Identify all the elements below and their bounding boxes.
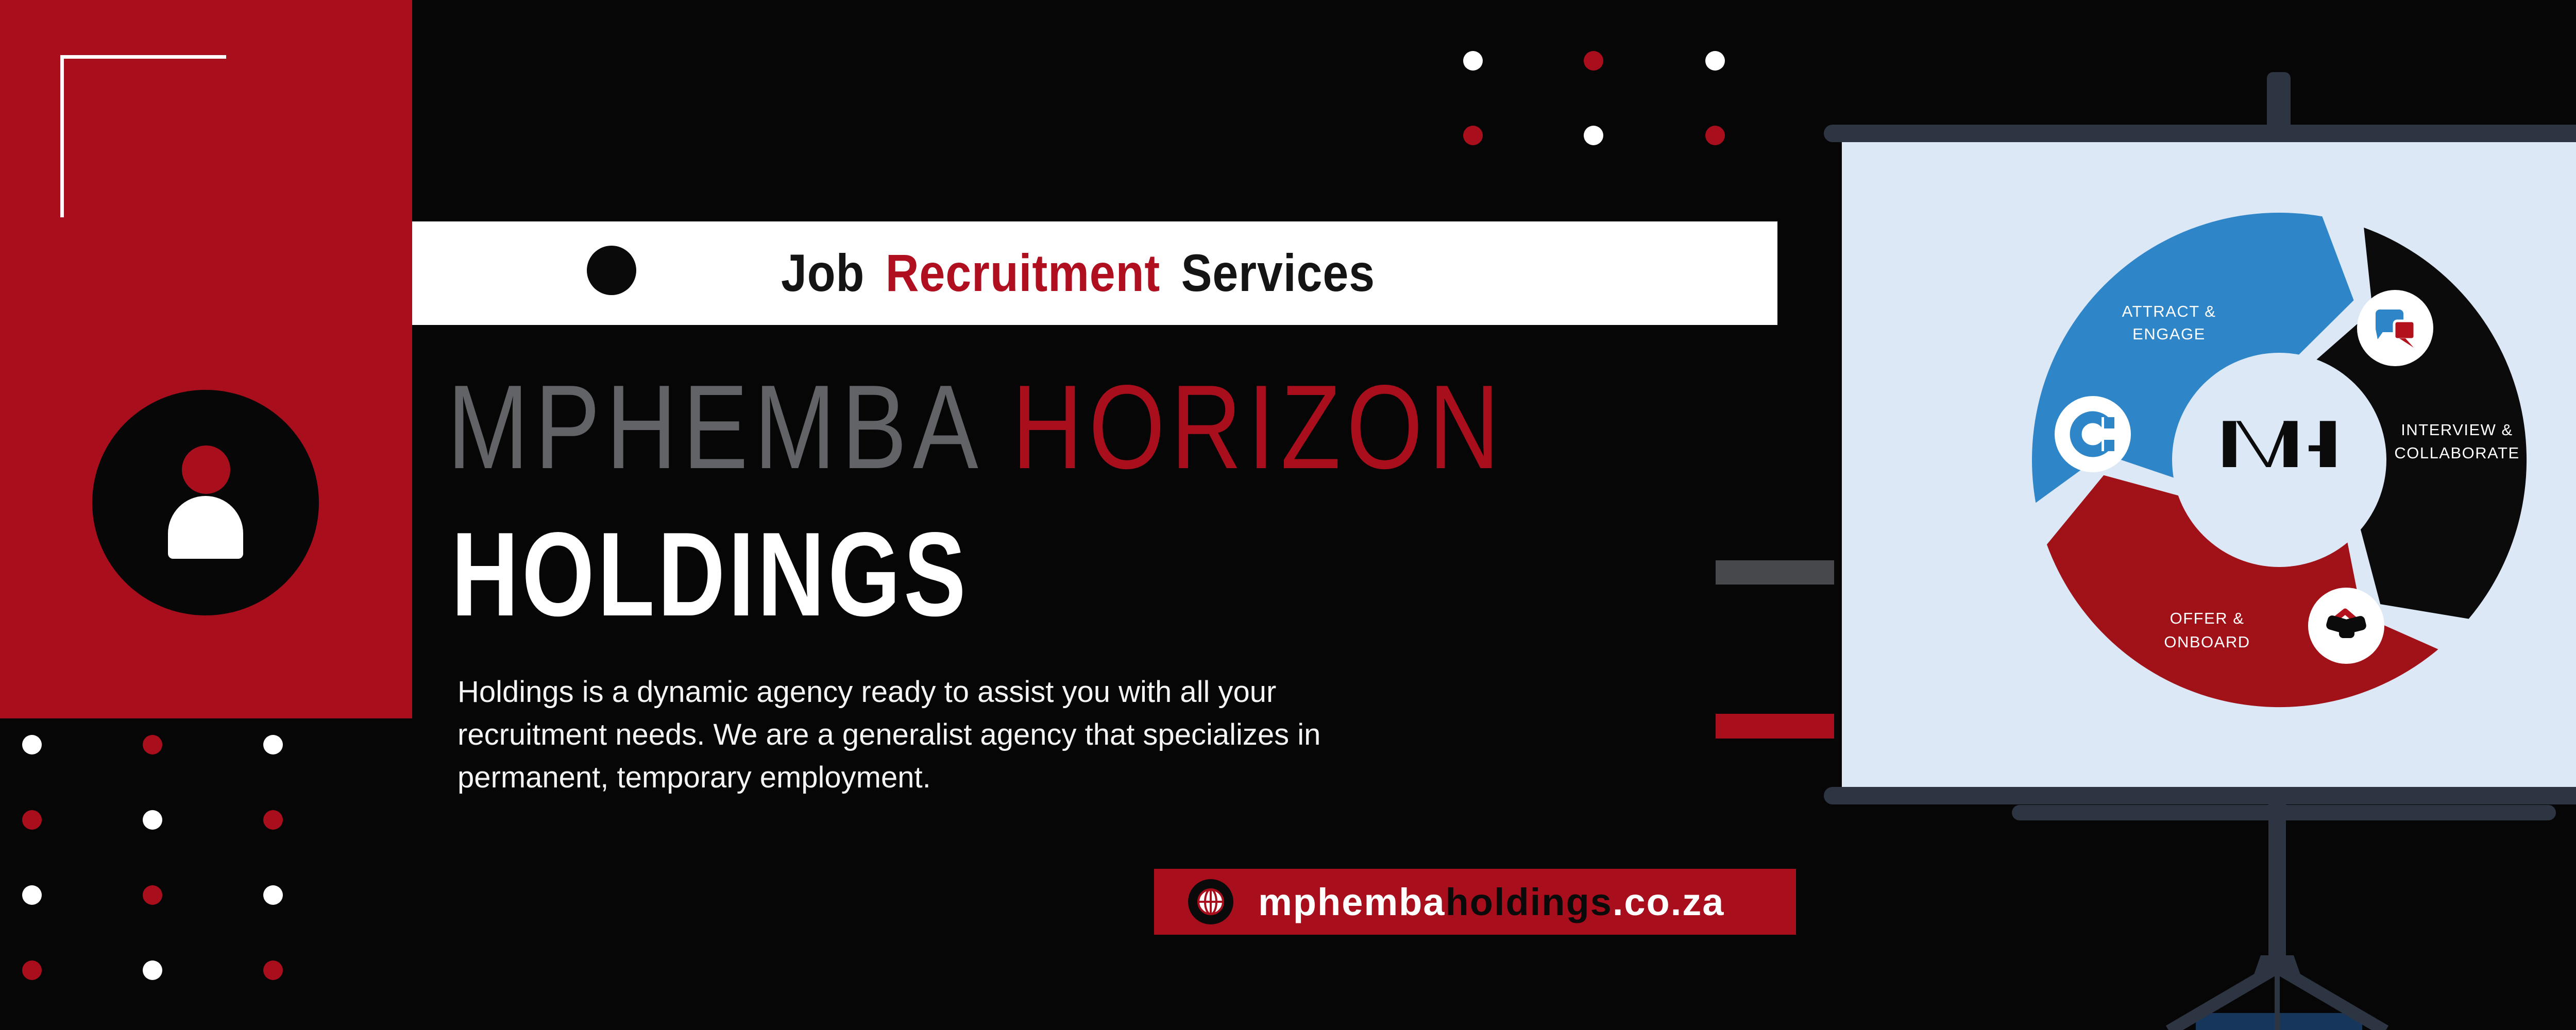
company-description: Holdings is a dynamic agency ready to as… <box>457 671 1320 799</box>
tagline-banner: Job Recruitment Services <box>412 221 1777 325</box>
segment-label: ENGAGE <box>2132 325 2206 343</box>
description-line: Holdings is a dynamic agency ready to as… <box>457 675 1277 709</box>
easel-knob <box>2267 72 2291 129</box>
segment-label: OFFER & <box>2170 609 2245 627</box>
title-word-holdings: HOLDINGS <box>451 508 970 641</box>
tagline-word: Services <box>1181 244 1375 302</box>
red-side-panel <box>0 0 412 718</box>
title-word-mphemba: MPHEMBA <box>447 360 985 494</box>
decor-dash <box>1716 714 1834 739</box>
easel-top-bar <box>1824 125 2576 142</box>
magnet-icon <box>2055 396 2131 472</box>
easel-bottom-bar <box>1824 787 2576 804</box>
handshake-icon <box>2308 588 2384 664</box>
url-part: mphemba <box>1258 880 1446 923</box>
tagline-word: Job <box>781 244 865 302</box>
corner-bracket-line <box>60 55 226 59</box>
chat-bubbles-icon <box>2357 290 2433 366</box>
company-title: MPHEMBA HORIZON <box>447 368 1505 487</box>
title-word-horizon: HORIZON <box>1012 360 1505 494</box>
diagram-center-disc <box>2172 353 2386 567</box>
segment-label: ONBOARD <box>2164 633 2250 651</box>
person-avatar-icon <box>92 390 319 615</box>
tagline: Job Recruitment Services <box>781 221 1375 325</box>
easel-tripod <box>2138 798 2447 1030</box>
globe-icon <box>1188 879 1233 924</box>
segment-label: INTERVIEW & <box>2401 421 2513 439</box>
avatar-body <box>168 496 243 559</box>
tagline-word-highlight: Recruitment <box>885 244 1161 302</box>
description-line: recruitment needs. We are a generalist a… <box>457 718 1321 751</box>
avatar-head <box>182 445 230 494</box>
decor-dash <box>1716 560 1834 585</box>
url-part: holdings <box>1445 880 1613 923</box>
website-url[interactable]: mphembaholdings.co.za <box>1258 880 1724 924</box>
corner-bracket-line <box>60 55 64 217</box>
segment-label: COLLABORATE <box>2394 444 2519 462</box>
bullet-dot-icon <box>587 246 636 295</box>
mh-monogram-center <box>2223 421 2336 467</box>
segment-label: ATTRACT & <box>2122 302 2216 320</box>
website-badge[interactable]: mphembaholdings.co.za <box>1154 869 1796 935</box>
url-part: .co.za <box>1612 880 1725 923</box>
description-line: permanent, temporary employment. <box>457 761 931 794</box>
recruitment-cycle-diagram: MH <box>2022 202 2537 717</box>
